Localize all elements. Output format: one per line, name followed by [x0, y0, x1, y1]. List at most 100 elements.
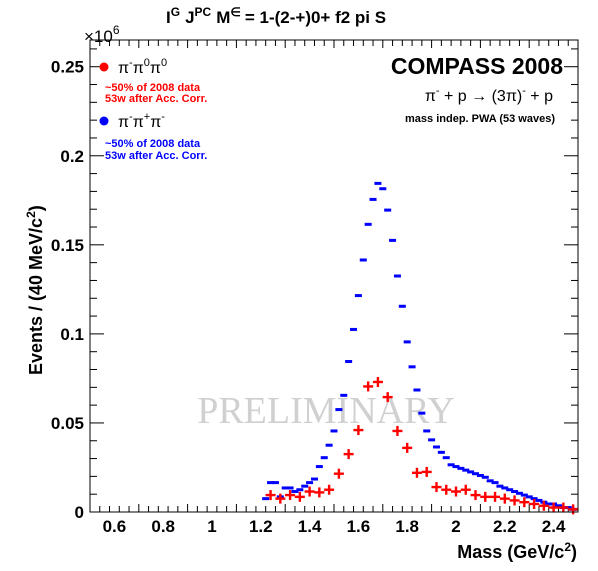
- blue-data-point: [403, 340, 411, 344]
- blue-data-point: [535, 498, 543, 502]
- blue-data-point: [554, 504, 562, 508]
- x-tick-label: 1.6: [347, 517, 371, 536]
- legend-label-blue: π-π+π-: [118, 111, 165, 131]
- red-point-vbar: [562, 502, 565, 513]
- blue-data-point: [491, 481, 499, 485]
- blue-data-point: [374, 181, 382, 185]
- red-point-vbar: [337, 468, 341, 479]
- legend-sub1-red: ~50% of 2008 data: [105, 82, 201, 94]
- x-tick-label: 1.8: [395, 517, 419, 536]
- red-point-vbar: [523, 497, 526, 508]
- legend-marker-red: [99, 62, 109, 72]
- y-tick-label: 0.15: [51, 236, 84, 255]
- red-data-point: [363, 381, 374, 392]
- series-pi-minus-pi-zero-pi-zero: [265, 376, 579, 515]
- y-tick-label: 0.05: [51, 414, 84, 433]
- blue-data-point: [467, 470, 475, 474]
- red-data-point: [275, 493, 286, 504]
- red-point-vbar: [327, 484, 331, 495]
- x-tick-label: 1: [207, 517, 216, 536]
- blue-data-point: [408, 365, 416, 369]
- red-data-point: [304, 486, 315, 497]
- blue-data-point: [330, 429, 338, 433]
- blue-data-point: [398, 304, 406, 308]
- x-tick-label: 0.6: [103, 517, 127, 536]
- y-exponent-label: ×106: [84, 23, 120, 46]
- red-data-point: [538, 500, 549, 511]
- red-point-vbar: [396, 425, 399, 436]
- red-point-vbar: [484, 491, 487, 502]
- red-data-point: [372, 376, 383, 387]
- blue-data-point: [432, 445, 440, 449]
- red-data-point: [294, 491, 305, 502]
- blue-data-point: [472, 472, 480, 476]
- red-data-point: [451, 486, 461, 497]
- red-point-vbar: [513, 495, 516, 506]
- blue-data-point: [457, 466, 465, 470]
- red-data-point: [558, 502, 569, 513]
- blue-data-point: [320, 456, 328, 460]
- red-data-point: [441, 484, 452, 495]
- chart-title: IG JPC M∈ = 1-(2-+)0+ f2 pi S: [166, 5, 386, 27]
- series-pi-minus-pi-plus-pi-minus: [262, 181, 577, 511]
- red-data-point: [353, 425, 364, 436]
- red-point-vbar: [298, 491, 302, 502]
- blue-data-point: [413, 388, 421, 392]
- blue-data-point: [442, 456, 450, 460]
- blue-data-point: [506, 488, 514, 492]
- x-tick-label: 0.8: [151, 517, 175, 536]
- red-point-vbar: [532, 498, 536, 509]
- red-data-point: [333, 468, 344, 479]
- red-data-point: [324, 484, 335, 495]
- red-data-point: [548, 502, 559, 513]
- blue-data-point: [296, 488, 304, 492]
- blue-data-point: [291, 490, 299, 494]
- red-point-vbar: [376, 376, 380, 387]
- blue-data-point: [286, 486, 294, 490]
- blue-data-point: [525, 495, 533, 499]
- red-data-point: [480, 491, 491, 502]
- blue-data-point: [281, 486, 289, 490]
- red-point-vbar: [347, 449, 350, 460]
- watermark: PRELIMINARY: [197, 390, 455, 432]
- red-point-vbar: [386, 392, 389, 403]
- pwa-note: mass indep. PWA (53 waves): [405, 113, 555, 125]
- red-point-vbar: [474, 490, 477, 501]
- x-tick-label: 2.2: [493, 517, 517, 536]
- blue-data-point: [340, 393, 348, 397]
- red-data-point: [402, 442, 413, 453]
- y-axis-label: Events / (40 MeV/c2): [24, 205, 46, 375]
- blue-data-point: [379, 187, 387, 191]
- blue-data-point: [315, 465, 323, 469]
- red-point-vbar: [279, 493, 282, 504]
- x-tick-labels: 0.6 0.8 1 1.2 1.4 1.6 1.8 2 2.2 2.4: [103, 517, 566, 536]
- blue-data-point: [384, 208, 392, 212]
- red-point-vbar: [464, 484, 467, 495]
- blue-data-point: [267, 481, 275, 485]
- red-data-point: [392, 425, 403, 436]
- red-data-point: [314, 487, 325, 498]
- blue-data-point: [369, 197, 377, 201]
- red-data-point: [411, 467, 422, 478]
- red-point-vbar: [406, 442, 409, 453]
- reaction-label: π- + p → (3π)- + p: [425, 85, 553, 105]
- red-data-point: [285, 490, 296, 501]
- blue-data-point: [486, 479, 494, 483]
- red-point-vbar: [435, 482, 438, 493]
- legend: π-π0π0 ~50% of 2008 data 53w after Acc. …: [99, 57, 207, 162]
- red-data-point: [382, 392, 393, 403]
- blue-data-point: [476, 473, 484, 477]
- red-point-vbar: [454, 486, 458, 497]
- legend-label-red: π-π0π0: [118, 57, 167, 77]
- red-data-point: [509, 495, 520, 506]
- x-tick-label: 1.4: [298, 517, 322, 536]
- red-data-point: [470, 490, 481, 501]
- y-tick-label: 0: [75, 503, 84, 522]
- red-data-point: [499, 493, 510, 504]
- red-point-vbar: [552, 502, 555, 513]
- red-point-vbar: [503, 493, 506, 504]
- red-point-vbar: [288, 490, 292, 501]
- blue-data-point: [501, 486, 509, 490]
- blue-data-point: [428, 438, 436, 442]
- plot-frame: [89, 39, 579, 513]
